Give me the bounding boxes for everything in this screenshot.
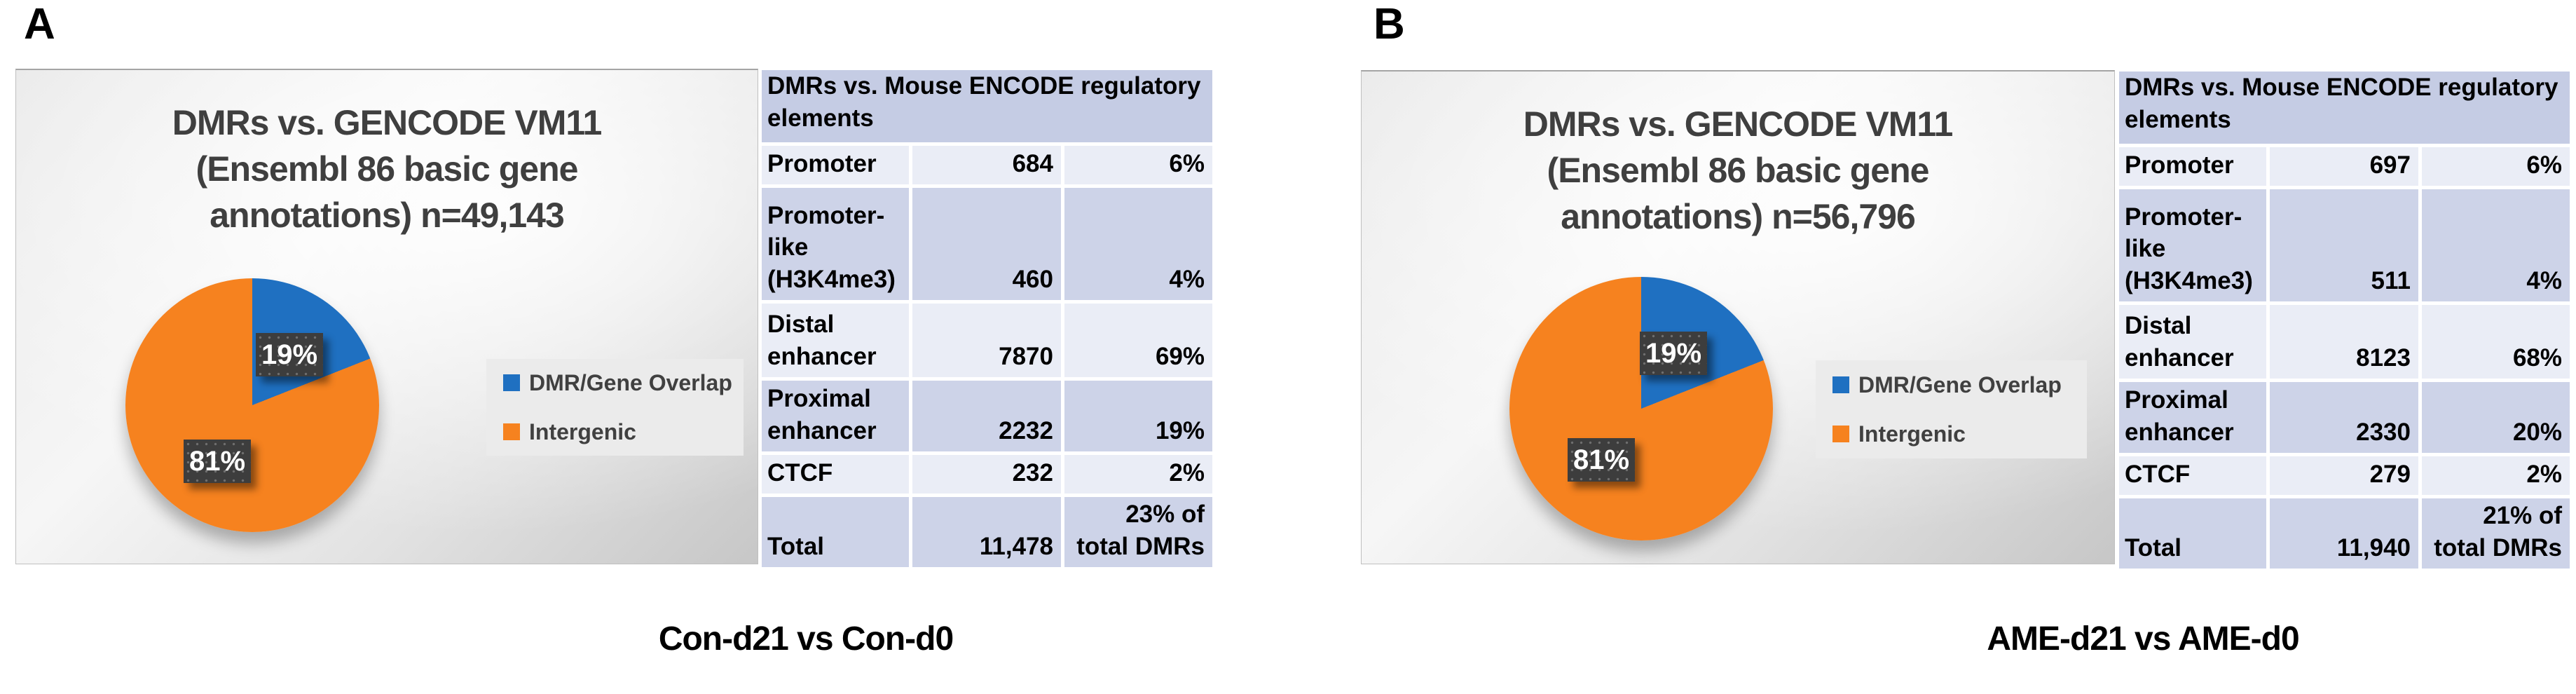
table-cell-count: 11,478: [912, 497, 1061, 567]
table-cell-label: Promoter-like (H3K4me3): [2119, 189, 2266, 301]
table-cell-count: 11,940: [2270, 498, 2418, 569]
table-cell-label: Promoter: [762, 146, 909, 184]
legend-swatch-blue: [503, 374, 520, 391]
panel-caption-a: Con-d21 vs Con-d0: [658, 620, 954, 658]
table-cell-count: 7870: [912, 304, 1061, 377]
legend-label: DMR/Gene Overlap: [1858, 372, 2062, 397]
pie-chart-area-b: DMRs vs. GENCODE VM11 (Ensembl 86 basic …: [1361, 70, 2115, 564]
encode-table-a: DMRs vs. Mouse ENCODE regulatory element…: [762, 70, 1212, 567]
table-cell-count: 460: [912, 188, 1061, 300]
legend-swatch-orange: [1832, 426, 1849, 442]
table-cell-count: 697: [2270, 147, 2418, 186]
title-line: annotations) n=49,143: [210, 196, 565, 235]
panel-caption-b: AME-d21 vs AME-d0: [1987, 620, 2299, 658]
pie-label-81: 81%: [184, 440, 251, 483]
title-line: DMRs vs. GENCODE VM11: [172, 103, 603, 142]
table-cell-label: CTCF: [2119, 456, 2266, 495]
table-cell-count: 232: [912, 455, 1061, 494]
legend-b: DMR/Gene Overlap Intergenic: [1816, 360, 2087, 458]
table-cell-pct: 23% of total DMRs: [1064, 497, 1212, 567]
encode-table-b: DMRs vs. Mouse ENCODE regulatory element…: [2119, 72, 2570, 569]
table-cell-count: 2330: [2270, 382, 2418, 453]
title-line: DMRs vs. GENCODE VM11: [1523, 104, 1954, 144]
pie-chart-b: 19% 81%: [1509, 277, 1773, 540]
table-cell-count: 684: [912, 146, 1061, 184]
table-cell-label: Promoter-like (H3K4me3): [762, 188, 909, 300]
title-line: (Ensembl 86 basic gene: [196, 149, 579, 189]
table-cell-pct: 6%: [1064, 146, 1212, 184]
table-cell-pct: 19%: [1064, 381, 1212, 451]
title-line: annotations) n=56,796: [1561, 197, 1916, 236]
pie-label-19: 19%: [256, 333, 323, 376]
table-cell-pct: 2%: [2422, 456, 2570, 495]
table-cell-pct: 69%: [1064, 304, 1212, 377]
pie-chart-title-a: DMRs vs. GENCODE VM11 (Ensembl 86 basic …: [16, 100, 758, 238]
legend-swatch-orange: [503, 423, 520, 440]
pie-b: [1509, 277, 1773, 540]
pie-chart-title-b: DMRs vs. GENCODE VM11 (Ensembl 86 basic …: [1362, 101, 2114, 240]
legend-label: Intergenic: [529, 419, 636, 444]
legend-item-intergenic: Intergenic: [1832, 423, 2087, 445]
table-cell-label: Proximal enhancer: [762, 381, 909, 451]
legend-a: DMR/Gene Overlap Intergenic: [486, 359, 744, 456]
pie-chart-a: 19% 81%: [125, 278, 379, 532]
pie-a: [125, 278, 379, 532]
panel-label-b: B: [1373, 0, 1405, 48]
legend-label: Intergenic: [1858, 421, 1966, 447]
table-cell-pct: 20%: [2422, 382, 2570, 453]
legend-item-dmr-gene-overlap: DMR/Gene Overlap: [1832, 374, 2087, 396]
legend-item-dmr-gene-overlap: DMR/Gene Overlap: [503, 372, 744, 394]
table-cell-pct: 2%: [1064, 455, 1212, 494]
pie-label-81: 81%: [1568, 438, 1635, 482]
table-cell-label: Distal enhancer: [762, 304, 909, 377]
legend-label: DMR/Gene Overlap: [529, 370, 732, 395]
table-cell-count: 511: [2270, 189, 2418, 301]
table-cell-label: Total: [2119, 498, 2266, 569]
table-cell-label: CTCF: [762, 455, 909, 494]
table-cell-label: Distal enhancer: [2119, 305, 2266, 379]
table-cell-pct: 4%: [2422, 189, 2570, 301]
table-cell-count: 8123: [2270, 305, 2418, 379]
table-cell-label: Promoter: [2119, 147, 2266, 186]
table-cell-count: 279: [2270, 456, 2418, 495]
legend-swatch-blue: [1832, 376, 1849, 393]
title-line: (Ensembl 86 basic gene: [1547, 151, 1930, 190]
table-title: DMRs vs. Mouse ENCODE regulatory element…: [2119, 72, 2570, 144]
panel-label-a: A: [24, 0, 55, 48]
table-cell-label: Total: [762, 497, 909, 567]
table-cell-label: Proximal enhancer: [2119, 382, 2266, 453]
table-cell-pct: 6%: [2422, 147, 2570, 186]
pie-chart-area-a: DMRs vs. GENCODE VM11 (Ensembl 86 basic …: [15, 69, 758, 564]
table-cell-pct: 21% of total DMRs: [2422, 498, 2570, 569]
table-cell-pct: 68%: [2422, 305, 2570, 379]
table-cell-pct: 4%: [1064, 188, 1212, 300]
table-title: DMRs vs. Mouse ENCODE regulatory element…: [762, 70, 1212, 142]
legend-item-intergenic: Intergenic: [503, 421, 744, 443]
pie-label-19: 19%: [1640, 332, 1707, 375]
table-cell-count: 2232: [912, 381, 1061, 451]
